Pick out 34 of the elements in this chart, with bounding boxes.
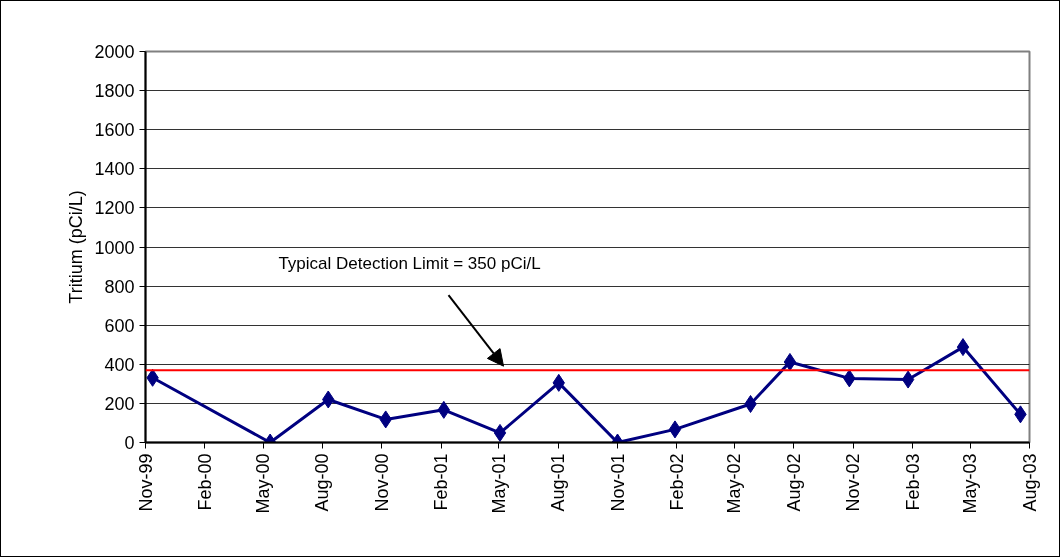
y-tick-label: 1600 — [94, 120, 135, 141]
y-tick-label: 1000 — [94, 237, 135, 258]
point — [493, 423, 507, 442]
point — [956, 338, 970, 357]
y-tick-label: 2000 — [94, 42, 135, 62]
x-tick-label: Aug-00 — [312, 453, 333, 512]
y-tick-label: 400 — [104, 354, 135, 375]
x-tick-label: Feb-02 — [666, 453, 687, 511]
annotation: Typical Detection Limit = 350 pCi/L — [278, 253, 541, 273]
x-tick-label: Aug-02 — [783, 453, 804, 512]
y-tick-label: 1800 — [94, 81, 135, 102]
x-tick-label: Feb-01 — [431, 453, 452, 511]
y-tick-label: 1400 — [94, 159, 135, 180]
x-tick-label: May-03 — [960, 453, 981, 514]
x-tick-label: Feb-00 — [194, 453, 215, 511]
y-tick-label: 200 — [104, 393, 135, 414]
y-tick-label: 600 — [104, 315, 135, 336]
x-tick-label: May-01 — [488, 453, 509, 514]
x-tick-label: Nov-99 — [135, 453, 156, 512]
x-tick-label: Nov-00 — [371, 453, 392, 512]
x-tick-label: Aug-03 — [1019, 453, 1040, 512]
x-tick-label: Nov-02 — [843, 453, 864, 512]
x-tick-label: Aug-01 — [548, 453, 569, 512]
y-axis-title: Tritium (pCi/L) — [66, 190, 87, 304]
point — [901, 370, 915, 389]
y-tick-label: 800 — [104, 276, 135, 297]
y-tick-label: 0 — [124, 433, 135, 453]
x-tick-label: May-00 — [253, 453, 274, 514]
y-tick-label: 1200 — [94, 198, 135, 219]
x-tick-label: May-02 — [724, 453, 745, 514]
point — [668, 420, 682, 439]
x-tick-label: Feb-03 — [902, 453, 923, 511]
point — [783, 352, 797, 371]
x-tick-label: Nov-01 — [607, 453, 628, 512]
